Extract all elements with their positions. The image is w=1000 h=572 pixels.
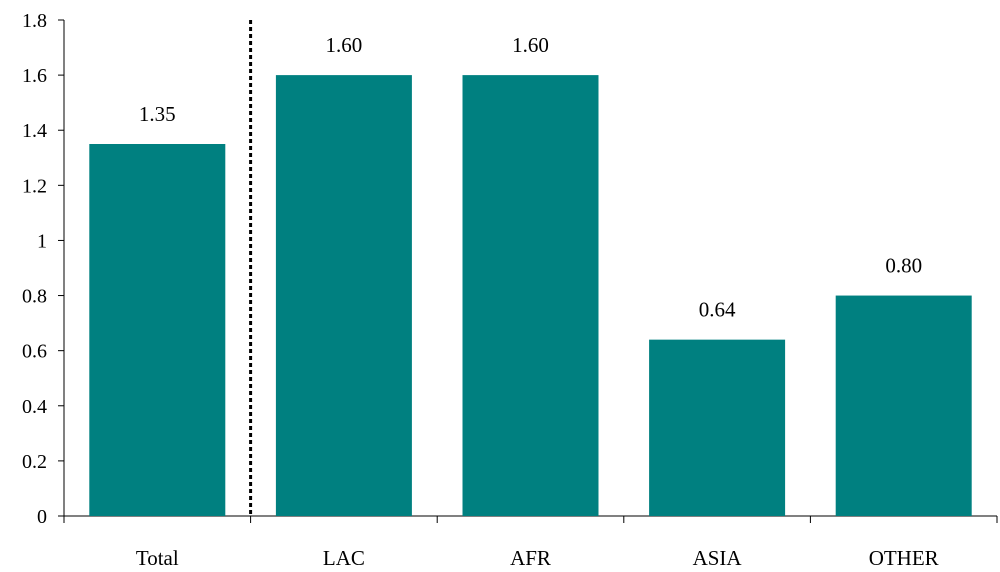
y-tick-label: 1.8 [22,10,47,32]
x-tick-label: LAC [323,546,365,570]
bar [275,75,412,516]
x-tick-label: ASIA [693,546,743,570]
data-label: 1.60 [512,33,549,57]
data-labels: 1.35 1.60 1.60 0.64 0.80 [139,33,922,322]
y-axis: 0 0.2 0.4 0.6 0.8 1 1.2 1.4 1.6 1.8 [22,10,65,528]
y-tick-label: 1.6 [22,65,47,87]
bar [462,75,599,516]
y-tick-label: 1.2 [22,175,47,197]
y-tick-label: 0.2 [22,451,47,473]
x-axis: Total LAC AFR ASIA OTHER [63,515,998,570]
y-tick-label: 0 [37,506,47,528]
y-tick-label: 0.8 [22,286,47,308]
y-tick-label: 1 [37,230,47,252]
bars [89,75,972,516]
y-tick-label: 0.6 [22,341,47,363]
data-label: 0.80 [885,254,922,278]
data-label: 1.35 [139,102,176,126]
bar [835,295,972,516]
bar [649,339,786,516]
y-tick-label: 0.4 [22,396,47,418]
x-tick-label: OTHER [869,546,939,570]
data-label: 1.60 [326,33,363,57]
x-tick-label: Total [136,546,179,570]
bar [89,144,226,516]
x-tick-label: AFR [510,546,551,570]
data-label: 0.64 [699,298,736,322]
y-tick-label: 1.4 [22,120,47,142]
